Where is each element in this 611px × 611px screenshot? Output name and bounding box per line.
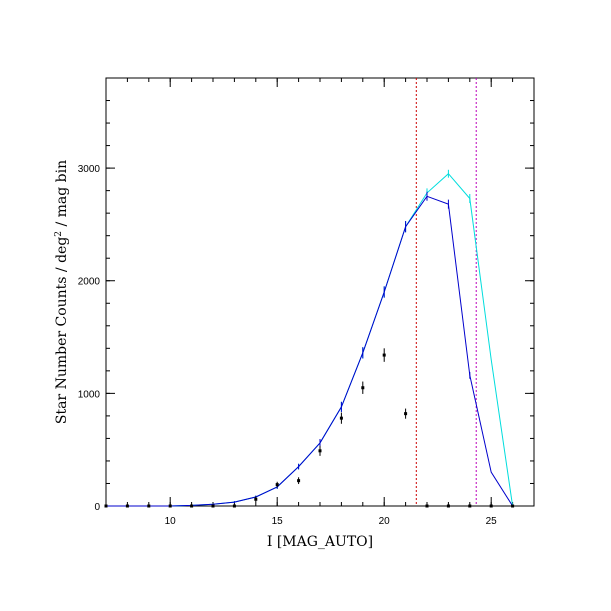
series-2 bbox=[104, 348, 515, 508]
data-point bbox=[275, 483, 279, 487]
y-axis-label-main: Star Number Counts / deg bbox=[54, 237, 70, 424]
data-point bbox=[404, 412, 408, 416]
data-point bbox=[361, 386, 365, 390]
series-line bbox=[106, 195, 514, 507]
series-layer bbox=[104, 169, 515, 508]
series-1 bbox=[106, 191, 514, 507]
data-point bbox=[339, 416, 343, 420]
y-tick-label: 3000 bbox=[78, 164, 101, 175]
x-tick-label: 15 bbox=[272, 516, 284, 527]
data-point bbox=[425, 504, 429, 508]
x-axis-label: I [MAG_AUTO] bbox=[267, 534, 373, 550]
x-tick-label: 20 bbox=[379, 516, 391, 527]
y-tick-label: 2000 bbox=[78, 277, 101, 288]
data-point bbox=[232, 504, 236, 508]
x-tick-label: 25 bbox=[486, 516, 498, 527]
data-point bbox=[446, 504, 450, 508]
data-point bbox=[511, 504, 515, 508]
data-point bbox=[104, 504, 108, 508]
data-point bbox=[168, 504, 172, 508]
data-point bbox=[254, 497, 258, 501]
tick-labels: 10 15 20 25 0 1000 2000 3000 bbox=[78, 164, 497, 527]
y-tick-label: 0 bbox=[94, 502, 100, 513]
data-point bbox=[318, 449, 322, 453]
data-point bbox=[382, 353, 386, 357]
y-axis-label: Star Number Counts / deg2 / mag bin bbox=[54, 160, 70, 424]
y-tick-label: 1000 bbox=[78, 389, 101, 400]
data-point bbox=[211, 504, 215, 508]
series-0 bbox=[106, 169, 514, 507]
y-axis-label-sup: 2 bbox=[54, 231, 64, 237]
x-tick-label: 10 bbox=[165, 516, 177, 527]
data-point bbox=[190, 504, 194, 508]
limit-lines bbox=[415, 78, 477, 506]
y-axis-label-tail: / mag bin bbox=[54, 160, 70, 231]
data-point bbox=[468, 504, 472, 508]
data-point bbox=[147, 504, 151, 508]
data-point bbox=[489, 504, 493, 508]
data-point bbox=[125, 504, 129, 508]
series-line bbox=[106, 172, 514, 507]
data-point bbox=[297, 479, 301, 483]
